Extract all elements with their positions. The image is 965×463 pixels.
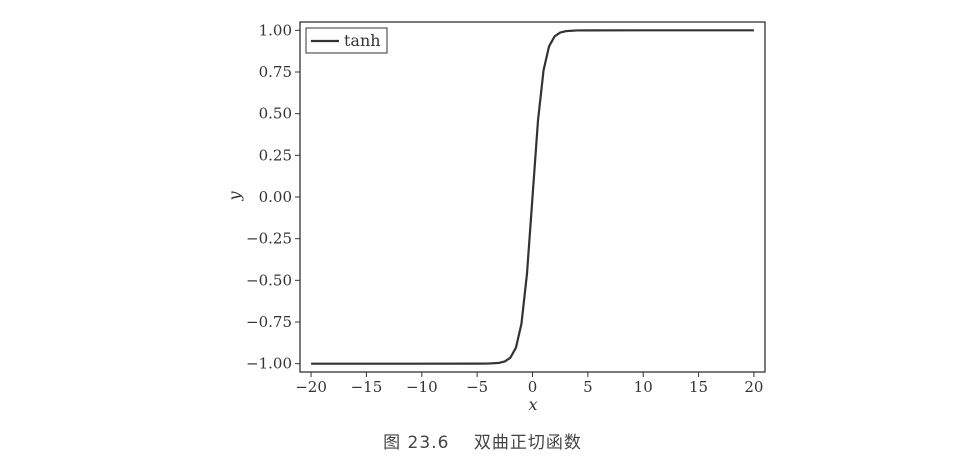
tanh-series-line [311,29,754,365]
x-tick-label: 15 [689,378,708,396]
y-tick-label: 0.00 [259,188,292,206]
x-tick-label: −10 [406,378,438,396]
x-tick-label: −5 [466,378,488,396]
y-axis-ticks: 1.00 0.75 0.50 0.25 0.00 −0.25 −0.50 −0.75 −1.00 [246,21,300,373]
x-tick-label: −15 [351,378,383,396]
y-tick-label: 1.00 [259,21,292,39]
x-tick-label: 20 [744,378,763,396]
y-tick-label: −1.00 [246,355,292,373]
y-tick-label: 0.50 [259,105,292,123]
figure-caption: 图 23.6 双曲正切函数 [383,433,582,453]
y-tick-label: 0.75 [259,63,292,81]
x-tick-label: −20 [295,378,327,396]
y-axis-label: y [225,191,244,202]
y-tick-label: −0.25 [246,230,292,248]
legend: tanh [305,27,388,54]
x-tick-label: 5 [583,378,593,396]
legend-label-tanh: tanh [344,31,381,50]
y-tick-label: 0.25 [259,146,292,164]
y-tick-label: −0.50 [246,271,292,289]
x-tick-label: 0 [528,378,538,396]
x-tick-label: 10 [634,378,653,396]
x-axis-label: x [528,395,537,414]
legend-box [305,27,388,54]
x-axis-ticks: −20 −15 −10 −5 0 5 10 15 20 [295,372,763,396]
y-tick-label: −0.75 [246,313,292,331]
